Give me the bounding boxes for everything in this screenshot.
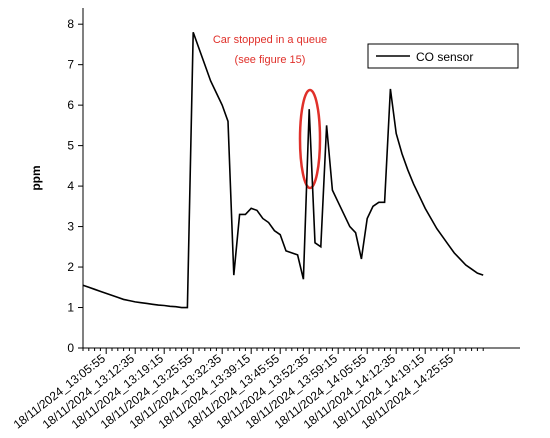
y-tick-label: 7 bbox=[67, 58, 74, 72]
y-tick-label: 5 bbox=[67, 139, 74, 153]
y-tick-label: 4 bbox=[67, 179, 74, 193]
annotation: (see figure 15) bbox=[235, 54, 306, 66]
highlight-ellipse bbox=[298, 88, 322, 190]
y-tick-label: 2 bbox=[67, 260, 74, 274]
y-tick-label: 8 bbox=[67, 17, 74, 31]
annotation: Car stopped in a queue bbox=[213, 34, 327, 46]
y-tick-label: 1 bbox=[67, 301, 74, 315]
y-tick-label: 6 bbox=[67, 98, 74, 112]
legend-label: CO sensor bbox=[416, 50, 473, 64]
data-line bbox=[82, 32, 484, 309]
y-tick-label: 0 bbox=[67, 341, 74, 355]
y-tick-label: 3 bbox=[67, 220, 74, 234]
y-axis-label: ppm bbox=[29, 165, 43, 190]
